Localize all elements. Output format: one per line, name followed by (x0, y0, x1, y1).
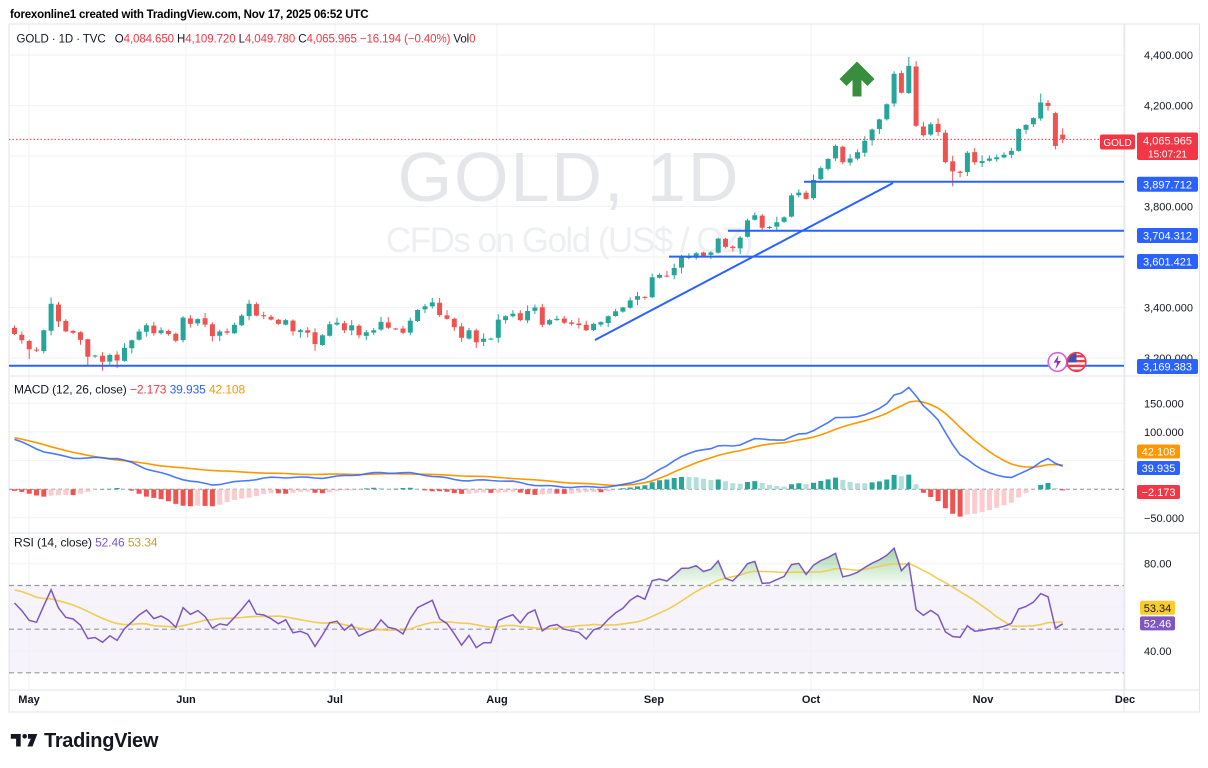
svg-text:39.935: 39.935 (1142, 463, 1176, 475)
svg-text:Sep: Sep (644, 694, 664, 706)
svg-text:80.00: 80.00 (1144, 559, 1172, 571)
svg-text:GOLD, 1D: GOLD, 1D (398, 138, 741, 216)
svg-text:15:07:21: 15:07:21 (1148, 150, 1187, 161)
svg-text:TradingView: TradingView (44, 730, 159, 752)
svg-text:3,897.712: 3,897.712 (1143, 179, 1192, 191)
svg-text:3,400.000: 3,400.000 (1144, 303, 1193, 315)
svg-text:40.00: 40.00 (1144, 646, 1172, 658)
svg-text:forexonline1 created with Trad: forexonline1 created with TradingView.co… (10, 9, 368, 21)
svg-text:3,601.421: 3,601.421 (1143, 257, 1192, 269)
svg-text:−2.173: −2.173 (1142, 487, 1176, 499)
svg-text:CFDs on Gold (US$ / OZ): CFDs on Gold (US$ / OZ) (386, 221, 752, 260)
svg-text:4,200.000: 4,200.000 (1144, 101, 1193, 113)
svg-text:RSI (14, close) 52.46 53.34: RSI (14, close) 52.46 53.34 (14, 536, 158, 550)
svg-text:100.000: 100.000 (1144, 427, 1184, 439)
svg-text:52.46: 52.46 (1144, 618, 1172, 630)
svg-text:3,169.383: 3,169.383 (1143, 362, 1192, 374)
svg-text:Jun: Jun (176, 694, 196, 706)
svg-text:3,704.312: 3,704.312 (1143, 231, 1192, 243)
svg-text:May: May (18, 694, 40, 706)
svg-text:GOLD · 1D · TVC O4,084.650 H: GOLD · 1D · TVC O4,084.650 H4,109.720 L4… (17, 34, 476, 46)
svg-text:GOLD: GOLD (1103, 138, 1131, 149)
svg-text:53.34: 53.34 (1144, 603, 1172, 615)
svg-text:Aug: Aug (486, 694, 507, 706)
svg-text:Oct: Oct (802, 694, 821, 706)
svg-text:Nov: Nov (973, 694, 995, 706)
svg-text:−50.000: −50.000 (1144, 513, 1184, 525)
svg-text:4,065.965: 4,065.965 (1143, 136, 1192, 148)
svg-text:3,800.000: 3,800.000 (1144, 202, 1193, 214)
svg-text:42.108: 42.108 (1142, 447, 1176, 459)
svg-text:Dec: Dec (1115, 694, 1135, 706)
svg-text:150.000: 150.000 (1144, 398, 1184, 410)
svg-text:4,400.000: 4,400.000 (1144, 50, 1193, 62)
svg-text:MACD (12, 26, close) −2.173 39: MACD (12, 26, close) −2.173 39.935 42.10… (14, 383, 245, 397)
svg-text:Jul: Jul (327, 694, 343, 706)
